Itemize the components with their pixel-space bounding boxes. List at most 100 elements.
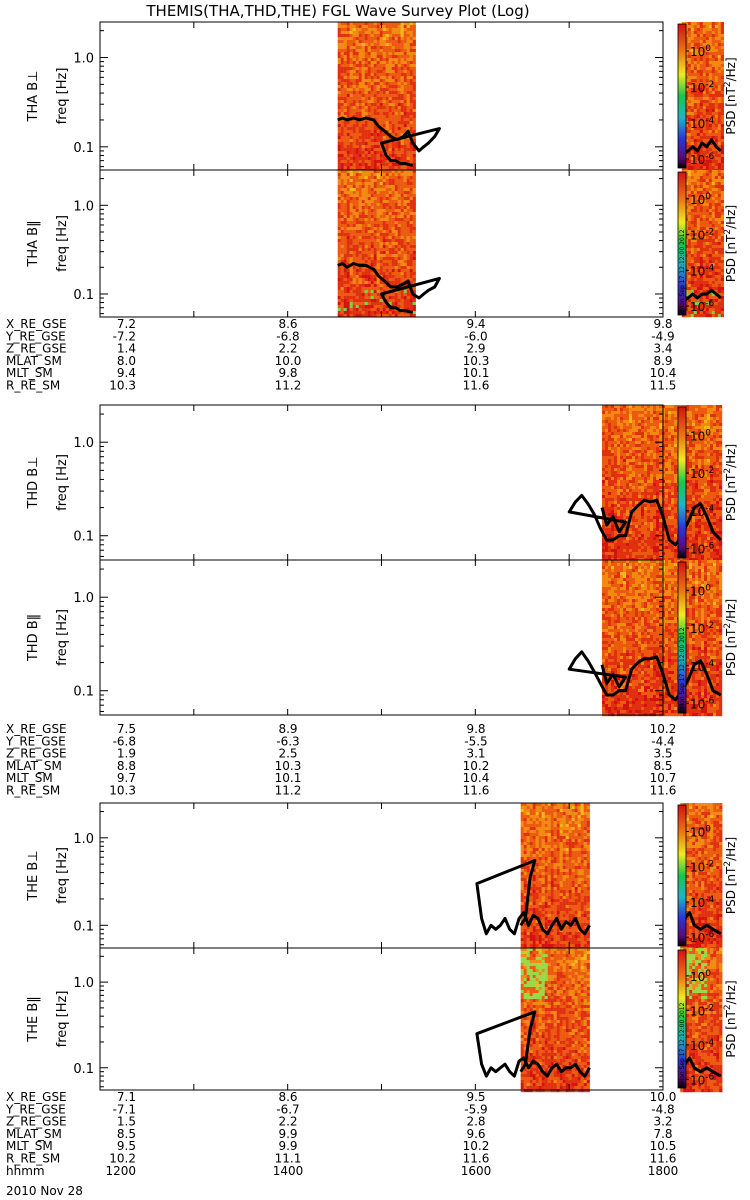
ephem-value: -5.5 — [464, 734, 487, 748]
y-tick-label: 0.1 — [73, 288, 94, 303]
colorbar-label: PSD [nT2/Hz] — [723, 205, 738, 282]
wave-profile-line — [680, 138, 722, 157]
ephem-value: 11.6 — [650, 1152, 677, 1166]
ephem-value: 3.1 — [466, 747, 485, 761]
date-stamp: Mon Sep 17 12:12:00 2012 — [679, 1002, 686, 1084]
colorbar-label: PSD [nT2/Hz] — [723, 444, 738, 521]
ephem-value: 2.9 — [466, 342, 485, 356]
ephem-value: 10.2 — [109, 1152, 136, 1166]
y-tick-label: 1.0 — [73, 436, 94, 451]
y-axis-label: freq [Hz] — [55, 215, 70, 272]
ephemeris-tables: X_RE_GSE 7.2 8.6 9.4 9.8 Y_RE_GSE -7.2 -6.8 -6.0… — [5, 317, 678, 1178]
ephem-value: 10.0 — [275, 354, 302, 368]
ephem-label: MLT_SM — [6, 366, 53, 380]
ephem-label: Y_RE_GSE — [5, 734, 66, 748]
panel-label: THE B‖ — [26, 996, 41, 1042]
ephem-label: Z_RE_GSE — [6, 747, 67, 761]
ephem-value: 1.5 — [117, 1115, 136, 1129]
spectrogram-block — [681, 22, 724, 173]
wave-profile-line — [337, 262, 441, 314]
ephem-value: 2.8 — [466, 1115, 485, 1129]
ephem-value: 2.5 — [278, 747, 297, 761]
ephem-label: R_RE_SM — [6, 379, 60, 393]
y-tick-label: 1.0 — [73, 591, 94, 606]
ephem-value: 11.2 — [275, 379, 302, 393]
ephem-value: 2.2 — [278, 342, 297, 356]
ephem-value: 8.9 — [653, 354, 672, 368]
date-stamp: Mon Sep 17 12:12:00 2012 — [679, 627, 686, 709]
wave-profile-line — [567, 650, 722, 702]
y-tick-label: 0.1 — [73, 685, 94, 700]
panel-label: THA B‖ — [26, 220, 41, 267]
wave-profile-line — [475, 1010, 591, 1078]
ephem-value: -5.9 — [464, 1102, 487, 1116]
ephem-value: 10.5 — [650, 1139, 677, 1153]
ephem-value: 8.6 — [278, 1090, 297, 1104]
ephem-value: -4.8 — [651, 1102, 674, 1116]
ephem-value: 8.5 — [117, 1127, 136, 1141]
ephem-value: 3.4 — [653, 342, 672, 356]
ephem-value: 9.6 — [466, 1127, 485, 1141]
ephem-value: 2.2 — [278, 1115, 297, 1129]
ephem-value: 10.2 — [463, 1139, 490, 1153]
ephem-value: 1600 — [461, 1164, 492, 1178]
ephem-value: 10.3 — [109, 784, 136, 798]
ephem-label: hhmm — [6, 1164, 45, 1178]
spectrogram-block — [337, 170, 416, 318]
ephem-value: 10.1 — [275, 771, 302, 785]
ephem-value: 9.8 — [466, 722, 485, 736]
ephem-value: 10.4 — [650, 366, 677, 380]
ephem-label: R_RE_SM — [6, 784, 60, 798]
colorbar-label: PSD [nT2/Hz] — [723, 599, 738, 676]
ephemeris-the: X_RE_GSE 7.1 8.6 9.5 10.0 Y_RE_GSE -7.1 -6.7 -5.… — [5, 1090, 678, 1178]
y-tick-label: 0.1 — [73, 919, 94, 934]
ephem-value: 8.9 — [278, 722, 297, 736]
colorbar-label: PSD [nT2/Hz] — [723, 837, 738, 914]
ephem-value: 11.5 — [650, 379, 677, 393]
spectrogram-block — [337, 22, 416, 173]
ephem-value: 3.5 — [653, 747, 672, 761]
ephem-value: 11.6 — [463, 784, 490, 798]
y-tick-label: 1.0 — [73, 976, 94, 991]
colorbar-label: PSD [nT2/Hz] — [723, 57, 738, 134]
y-axis-label: freq [Hz] — [55, 991, 70, 1048]
ephem-value: 7.5 — [117, 722, 136, 736]
y-axis-label: freq [Hz] — [55, 609, 70, 666]
ephem-label: MLAT_SM — [6, 1127, 62, 1141]
ephem-value: -6.3 — [276, 734, 299, 748]
ephem-value: 11.1 — [275, 1152, 302, 1166]
ephem-label: Z_RE_GSE — [6, 342, 67, 356]
panel-label: THA B⊥ — [26, 71, 41, 123]
ephem-label: Y_RE_GSE — [5, 1102, 66, 1116]
y-tick-label: 1.0 — [73, 52, 94, 67]
ephem-value: 9.5 — [117, 1139, 136, 1153]
panel-label: THD B⊥ — [26, 456, 41, 509]
ephem-value: 1400 — [273, 1164, 304, 1178]
ephem-value: 8.5 — [653, 759, 672, 773]
date-label: 2010 Nov 28 — [6, 1184, 83, 1198]
spectrogram-block — [602, 560, 723, 717]
ephem-value: -7.2 — [113, 329, 136, 343]
colorbar-gradient — [677, 171, 687, 316]
ephem-label: MLT_SM — [6, 771, 53, 785]
ephemeris-thd: X_RE_GSE 7.5 8.9 9.8 10.2 Y_RE_GSE -6.8 -6.3 -5.… — [5, 722, 676, 798]
ephem-value: 10.4 — [463, 771, 490, 785]
y-tick-label: 0.1 — [73, 530, 94, 545]
ephem-value: 7.1 — [117, 1090, 136, 1104]
ephem-value: 8.0 — [117, 354, 136, 368]
date-stamp: Mon Sep 17 12:12:00 2012 — [679, 229, 686, 311]
colorbar-gradient — [677, 804, 687, 947]
colorbar-gradient — [677, 23, 687, 169]
y-tick-label: 1.0 — [73, 832, 94, 847]
ephem-value: 9.4 — [466, 317, 485, 331]
ephem-value: -6.7 — [276, 1102, 299, 1116]
ephem-value: 10.0 — [650, 1090, 677, 1104]
wave-profile-line — [475, 859, 591, 936]
